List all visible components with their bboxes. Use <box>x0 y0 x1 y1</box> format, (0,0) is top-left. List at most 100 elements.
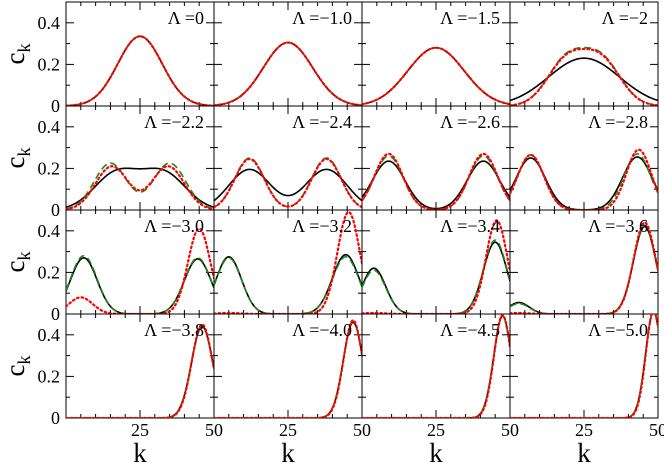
y-tick-label: 0.4 <box>38 117 61 137</box>
panel: Λ =−3.8 <box>65 313 215 419</box>
panel: Λ =−3.4 <box>361 209 511 315</box>
series-line-dotted <box>362 314 510 418</box>
y-axis-label-subscript: k <box>14 44 34 53</box>
y-axis-label-subscript: k <box>14 148 34 157</box>
y-tick-label: 0.4 <box>38 325 61 345</box>
y-tick-label: 0.2 <box>38 158 61 178</box>
panel: Λ =−5.0 <box>509 313 659 419</box>
panel: Λ =−2 <box>509 1 659 107</box>
series-line-dotted <box>214 157 362 209</box>
panel: Λ =0 <box>65 1 215 107</box>
y-tick-label: 0.2 <box>38 262 61 282</box>
y-tick-label: 0.4 <box>38 13 61 33</box>
series-line-dashed <box>66 162 214 210</box>
panel-label: Λ =−4.5 <box>440 320 500 340</box>
series-line-dashed <box>362 155 510 210</box>
panel-label: Λ =−2.4 <box>292 112 352 132</box>
y-axis-label: ck <box>0 252 34 273</box>
y-tick-label: 0.2 <box>38 54 61 74</box>
panel: Λ =−2.8 <box>509 105 659 211</box>
series-line-dashed <box>66 254 214 314</box>
panel-label: Λ =−2 <box>602 8 648 28</box>
panel-label: Λ =−3.4 <box>440 216 500 236</box>
y-axis-label: ck <box>0 44 34 65</box>
x-tick-label: 50 <box>353 420 371 440</box>
series-line-solid <box>66 325 214 418</box>
series-line-dashed <box>66 324 214 418</box>
series-line-solid <box>66 35 214 106</box>
series-line-dashed <box>214 41 362 106</box>
series-line-dotted <box>510 314 658 418</box>
x-tick-label: 25 <box>131 420 149 440</box>
y-tick-label: 0 <box>51 408 60 428</box>
series-line-dashed <box>510 224 658 314</box>
panel: Λ =−3.6 <box>509 209 659 315</box>
series-line-solid <box>66 167 214 208</box>
series-line-solid <box>214 168 362 202</box>
panel-label: Λ =−4.0 <box>292 320 352 340</box>
panel: Λ =−2.2 <box>65 105 215 211</box>
x-tick-label: 50 <box>649 420 664 440</box>
panel: Λ =−4.0 <box>213 313 363 419</box>
x-tick-label: 25 <box>279 420 297 440</box>
y-axis-label-subscript: k <box>14 356 34 365</box>
y-tick-label: 0.4 <box>38 221 61 241</box>
series-line-dotted <box>510 47 658 106</box>
y-tick-label: 0 <box>51 304 60 324</box>
x-tick-label: 25 <box>427 420 445 440</box>
y-axis-label-subscript: k <box>14 252 34 261</box>
panel-grid: Λ =0 Λ =−1.0 Λ =−1.5 Λ =−2 Λ =−2.2 Λ =−2.4 Λ =… <box>65 1 659 419</box>
series-line-solid <box>362 160 510 210</box>
x-tick-label: 25 <box>575 420 593 440</box>
panel: Λ =−1.0 <box>213 1 363 107</box>
panel-label: Λ =−2.2 <box>144 112 204 132</box>
panel-label: Λ =−5.0 <box>588 320 648 340</box>
panel-label: Λ =−1.5 <box>440 8 500 28</box>
series-line-dotted <box>510 221 658 314</box>
panel: Λ =−2.6 <box>361 105 511 211</box>
panel-label: Λ =0 <box>168 8 204 28</box>
series-line-solid <box>510 225 658 314</box>
series-line-dotted <box>214 210 362 314</box>
x-tick-label: 50 <box>501 420 519 440</box>
y-tick-label: 0 <box>51 96 60 116</box>
panel: Λ =−4.5 <box>361 313 511 419</box>
panel: Λ =−2.4 <box>213 105 363 211</box>
y-tick-label: 0.2 <box>38 366 61 386</box>
series-line-dotted <box>362 46 510 106</box>
series-line-dashed <box>66 35 214 106</box>
panel-label: Λ =−3.8 <box>144 320 204 340</box>
series-line-solid <box>510 57 658 102</box>
panel-label: Λ =−3.2 <box>292 216 352 236</box>
series-line-dotted <box>214 41 362 106</box>
series-line-dashed <box>510 153 658 210</box>
series-line-dotted <box>66 35 214 106</box>
panel: Λ =−3.2 <box>213 209 363 315</box>
series-line-dotted <box>66 323 214 418</box>
series-line-dotted <box>362 219 510 314</box>
panel: Λ =−3.0 <box>65 209 215 315</box>
series-line-solid <box>510 156 658 210</box>
x-axis-label: k <box>429 438 443 466</box>
series-line-dotted <box>66 227 214 314</box>
panel-label: Λ =−3.0 <box>144 216 204 236</box>
panel-label: Λ =−1.0 <box>292 8 352 28</box>
series-line-solid <box>214 41 362 106</box>
y-axis-label: ck <box>0 356 34 377</box>
panel-label: Λ =−2.8 <box>588 112 648 132</box>
x-axis-label: k <box>133 438 147 466</box>
x-axis-label: k <box>281 438 295 466</box>
series-line-dotted <box>214 319 362 418</box>
series-line-dashed <box>214 157 362 208</box>
series-line-dotted <box>66 165 214 210</box>
panel-label: Λ =−2.6 <box>440 112 500 132</box>
series-line-solid <box>66 257 214 314</box>
panel: Λ =−1.5 <box>361 1 511 107</box>
panel-label: Λ =−3.6 <box>588 216 648 236</box>
y-axis-label: ck <box>0 148 34 169</box>
series-line-solid <box>362 315 510 418</box>
x-tick-label: 50 <box>205 420 223 440</box>
